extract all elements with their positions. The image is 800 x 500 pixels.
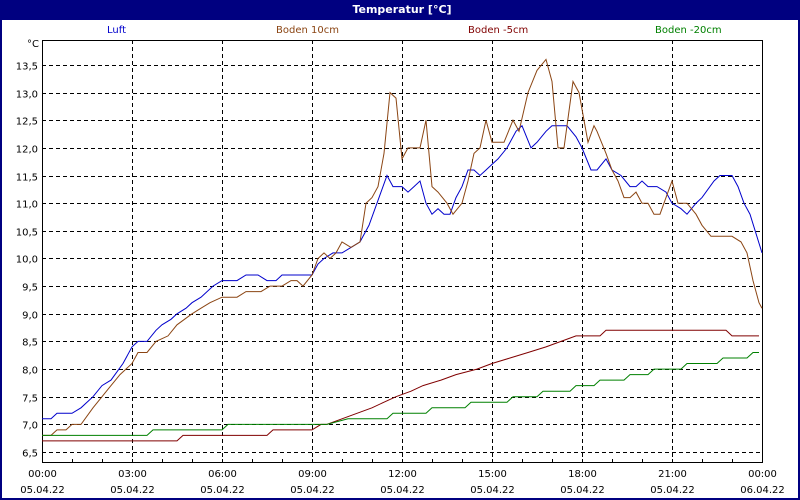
y-tick-label: 10,5: [16, 228, 38, 239]
y-tick-label: 10,0: [16, 255, 38, 266]
x-tick-date: 05.04.22: [380, 485, 425, 496]
y-tick-label: 9,0: [22, 311, 38, 322]
series-line-boden-20cm: [42, 352, 759, 436]
x-tick-time: 15:00: [478, 469, 507, 480]
legend-boden-10cm: Boden 10cm: [276, 25, 339, 36]
y-tick-label: 12,0: [16, 145, 38, 156]
x-tick-date: 05.04.22: [650, 485, 695, 496]
y-tick-label: 11,5: [16, 173, 38, 184]
y-tick-label: 7,5: [22, 394, 38, 405]
x-tick-date: 05.04.22: [20, 485, 65, 496]
x-tick-time: 06:00: [208, 469, 237, 480]
y-axis-unit: °C: [27, 39, 39, 50]
x-tick-date: 05.04.22: [200, 485, 245, 496]
x-tick-time: 09:00: [298, 469, 327, 480]
window-title: Temperatur [°C]: [2, 0, 800, 20]
series-line-boden-5cm: [42, 329, 759, 442]
y-tick-label: 13,0: [16, 90, 38, 101]
x-tick-date: 06.04.22: [740, 485, 785, 496]
legend-boden-minus5cm: Boden -5cm: [468, 25, 529, 36]
x-tick-date: 05.04.22: [290, 485, 335, 496]
y-tick-label: 13,5: [16, 62, 38, 73]
plot-frame: [42, 40, 763, 463]
y-tick-label: 7,0: [22, 421, 38, 432]
y-tick-label: 12,5: [16, 117, 38, 128]
x-tick-date: 05.04.22: [560, 485, 605, 496]
x-tick-date: 05.04.22: [470, 485, 515, 496]
x-tick-date: 05.04.22: [110, 485, 155, 496]
x-tick-time: 03:00: [118, 469, 147, 480]
legend-boden-minus20cm: Boden -20cm: [655, 25, 722, 36]
y-tick-label: 8,5: [22, 338, 38, 349]
y-tick-label: 6,5: [22, 449, 38, 460]
x-tick-time: 12:00: [388, 469, 417, 480]
y-tick-label: 8,0: [22, 366, 38, 377]
y-tick-label: 11,0: [16, 200, 38, 211]
x-tick-time: 18:00: [568, 469, 597, 480]
legend-luft: Luft: [107, 25, 126, 36]
y-tick-label: 9,5: [22, 283, 38, 294]
x-tick-time: 00:00: [28, 469, 57, 480]
series-line-luft: [42, 124, 763, 420]
x-tick-time: 21:00: [658, 469, 687, 480]
x-tick-time: 00:00: [748, 469, 777, 480]
series-line-boden-10cm: [42, 58, 763, 436]
